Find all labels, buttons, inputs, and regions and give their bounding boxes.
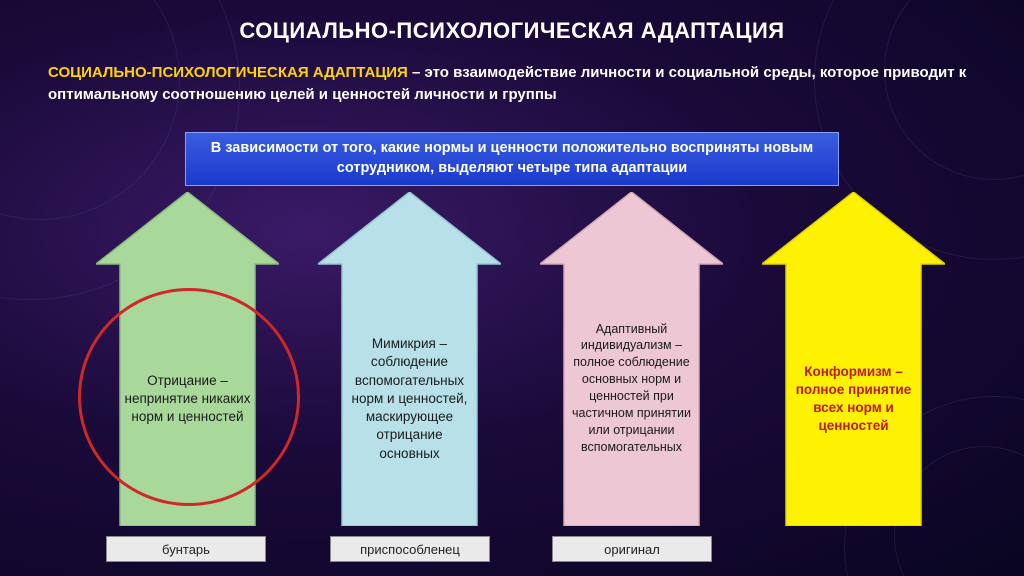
definition-block: СОЦИАЛЬНО-ПСИХОЛОГИЧЕСКАЯ АДАПТАЦИЯ – эт… (48, 62, 976, 106)
slide-title: СОЦИАЛЬНО-ПСИХОЛОГИЧЕСКАЯ АДАПТАЦИЯ (0, 18, 1024, 44)
slide: СОЦИАЛЬНО-ПСИХОЛОГИЧЕСКАЯ АДАПТАЦИЯ СОЦИ… (0, 0, 1024, 576)
arrow-body-text: Мимикрия – соблюдение вспомогательных но… (342, 292, 477, 506)
definition-term: СОЦИАЛЬНО-ПСИХОЛОГИЧЕСКАЯ АДАПТАЦИЯ (48, 64, 408, 81)
type-label: бунтарь (106, 536, 266, 562)
arrow-3: Конформизм – полное принятие всех норм и… (762, 192, 945, 526)
arrow-body-text: Конформизм – полное принятие всех норм и… (786, 292, 921, 506)
arrow-body-text: Отрицание – непринятие никаких норм и це… (120, 292, 255, 506)
type-label: приспособленец (330, 536, 490, 562)
arrow-1: Мимикрия – соблюдение вспомогательных но… (318, 192, 501, 526)
arrow-0: Отрицание – непринятие никаких норм и це… (96, 192, 279, 526)
type-label: оригинал (552, 536, 712, 562)
arrow-body-text: Адаптивный индивидуализм – полное соблюд… (564, 270, 699, 506)
arrow-2: Адаптивный индивидуализм – полное соблюд… (540, 192, 723, 526)
banner: В зависимости от того, какие нормы и цен… (185, 132, 839, 186)
